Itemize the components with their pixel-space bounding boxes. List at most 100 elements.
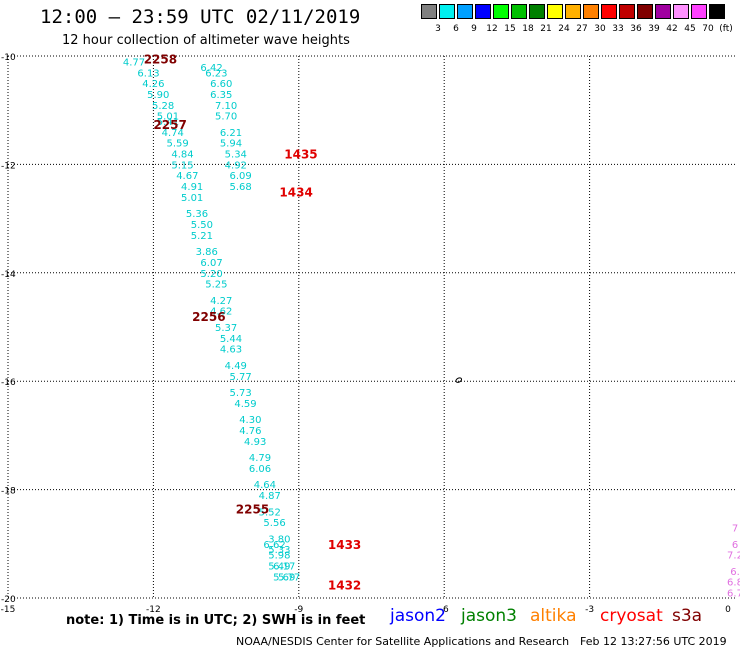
pass-time-label: 2256 (192, 310, 225, 324)
wave-height-label: 3.80 (268, 534, 290, 545)
wave-height-label: 5.59 (167, 139, 189, 150)
scale-swatch (529, 4, 545, 19)
lat-tick-label: -20 (1, 595, 16, 605)
scale-label: 27 (576, 24, 588, 34)
wave-height-label: 4.59 (234, 399, 256, 410)
pass-time-label: 2258 (144, 53, 177, 67)
wave-height-label: 4.91 (181, 182, 203, 193)
scale-label: 21 (540, 24, 552, 34)
satellite-legend-jason3: jason3 (461, 606, 517, 626)
scale-swatch (475, 4, 491, 19)
pass-time-label: 2257 (153, 118, 186, 132)
lon-tick-label: -12 (146, 605, 161, 615)
wave-height-label: 6.35 (210, 90, 232, 101)
wave-height-label: 5.15 (171, 160, 193, 171)
scale-label: 39 (648, 24, 660, 34)
wave-height-label: 6.07 (200, 258, 222, 269)
wave-height-label: 6.60 (210, 79, 232, 90)
wave-height-label: 5.50 (191, 220, 213, 231)
scale-swatch (583, 4, 599, 19)
wave-height-label: 6.13 (137, 68, 159, 79)
scale-label: 18 (522, 24, 534, 34)
wave-height-label: 6. (730, 567, 740, 578)
wave-height-label: 6.7 (727, 589, 740, 600)
scale-label: 33 (612, 24, 624, 34)
pass-time-label: 2255 (236, 503, 269, 517)
scale-swatch (493, 4, 509, 19)
wave-height-label: 5.01 (181, 193, 203, 204)
pass-time-label: 1432 (328, 578, 361, 592)
wave-height-label: 4.62 (210, 307, 232, 318)
lat-tick-label: -18 (1, 487, 16, 497)
wave-height-label: 4.26 (142, 79, 164, 90)
wave-height-label: 4.30 (239, 415, 261, 426)
wave-height-label: 5.56 (263, 518, 285, 529)
scale-swatch (439, 4, 455, 19)
satellite-legend-cryosat: cryosat (600, 606, 663, 626)
scale-swatch (673, 4, 689, 19)
scale-label: 9 (471, 24, 477, 34)
page-title: 12:00 – 23:59 UTC 02/11/2019 (40, 6, 361, 28)
satellite-legend-altika: altika (530, 606, 577, 626)
wave-height-label: 4.63 (220, 345, 242, 356)
scale-swatch (511, 4, 527, 19)
page-subtitle: 12 hour collection of altimeter wave hei… (62, 33, 350, 48)
scale-label: 45 (684, 24, 696, 34)
wave-height-label: 5.37 (215, 323, 237, 334)
wave-height-label: 5.77 (278, 572, 300, 583)
scale-label: (ft) (719, 24, 733, 34)
scale-label: 15 (504, 24, 516, 34)
wave-height-label: 4.67 (176, 171, 198, 182)
wave-height-label: 5.49 (268, 561, 290, 572)
wave-height-label: 5.69 (273, 572, 295, 583)
wave-height-label: 4.64 (254, 480, 276, 491)
wave-height-label: 3.86 (196, 247, 218, 258)
scale-label: 24 (558, 24, 570, 34)
wave-height-label: 5.34 (225, 150, 247, 161)
wave-height-label: 5.90 (147, 90, 169, 101)
scale-swatch (547, 4, 563, 19)
wave-height-label: 5.28 (152, 101, 174, 112)
wave-height-label: 5.94 (220, 139, 242, 150)
wave-height-label: 5.98 (268, 551, 290, 562)
lon-tick-label: -9 (294, 605, 303, 615)
pass-time-label: 1435 (284, 148, 317, 162)
footer-note: note: 1) Time is in UTC; 2) SWH is in fe… (66, 613, 366, 628)
lon-tick-label: -15 (1, 605, 16, 615)
lat-tick-label: -10 (1, 53, 16, 63)
satellite-legend-s3a: s3a (672, 606, 703, 626)
timestamp: Feb 12 13:27:56 UTC 2019 (580, 635, 727, 648)
wave-height-label: 6.8 (727, 578, 740, 589)
wave-height-label: 5.33 (268, 545, 290, 556)
wave-height-label: 5.44 (220, 334, 242, 345)
wave-height-label: 6.62 (263, 540, 285, 551)
wave-height-label: 4.49 (225, 361, 247, 372)
wave-height-label: 6.42 (200, 63, 222, 74)
scale-swatch (691, 4, 707, 19)
lon-tick-label: 0 (725, 605, 731, 615)
wave-height-label: 6.06 (249, 464, 271, 475)
scale-swatch (421, 4, 437, 19)
scale-label: 70 (702, 24, 714, 34)
lat-tick-label: -14 (1, 270, 16, 280)
lat-tick-label: -12 (1, 161, 16, 171)
wave-height-label: 4.84 (171, 150, 193, 161)
wave-height-label: 6 (732, 540, 738, 551)
wave-height-label: 5.41 (157, 117, 179, 128)
scale-swatch (601, 4, 617, 19)
wave-height-label: 5.01 (157, 112, 179, 123)
credit-text: NOAA/NESDIS Center for Satellite Applica… (236, 635, 570, 648)
pass-time-label: 1433 (328, 538, 361, 552)
wave-height-label: 6.21 (220, 128, 242, 139)
wave-height-label: 5.36 (186, 209, 208, 220)
wave-height-label: 5.73 (230, 388, 252, 399)
wave-height-label: 7.10 (215, 101, 237, 112)
scale-swatch (565, 4, 581, 19)
wave-height-label: 4.27 (210, 296, 232, 307)
wave-height-label: 4.74 (162, 128, 184, 139)
wave-height-label: 5.70 (215, 112, 237, 123)
wave-height-label: 7.2 (727, 551, 740, 562)
scale-label: 36 (630, 24, 642, 34)
wave-height-label: 5.21 (191, 231, 213, 242)
lon-tick-label: -3 (585, 605, 594, 615)
